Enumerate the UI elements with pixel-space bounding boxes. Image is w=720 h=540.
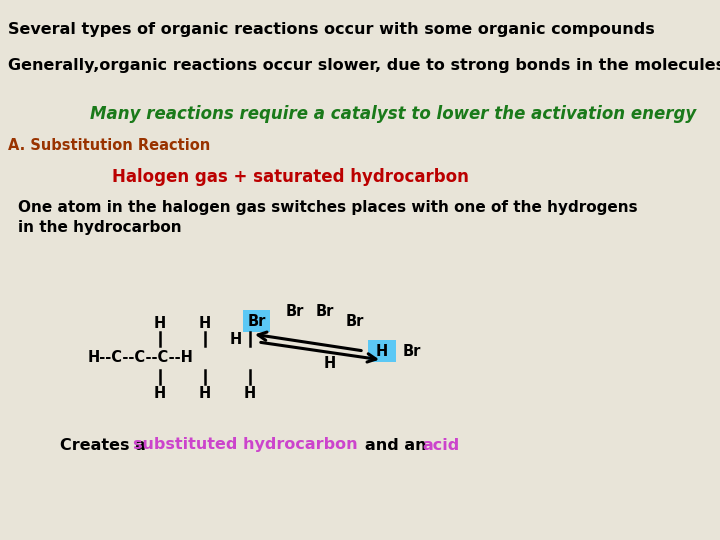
Text: Generally,organic reactions occur slower, due to strong bonds in the molecules: Generally,organic reactions occur slower… — [8, 58, 720, 73]
Text: H: H — [199, 315, 211, 330]
Text: H: H — [154, 315, 166, 330]
Text: Br: Br — [316, 303, 334, 319]
Text: in the hydrocarbon: in the hydrocarbon — [18, 220, 181, 235]
Text: acid: acid — [422, 437, 459, 453]
Bar — [368, 340, 396, 362]
Text: H: H — [230, 333, 242, 348]
Text: H: H — [244, 386, 256, 401]
Text: Creates a: Creates a — [60, 437, 151, 453]
Text: H: H — [199, 386, 211, 401]
Bar — [243, 310, 270, 332]
Text: Many reactions require a catalyst to lower the activation energy: Many reactions require a catalyst to low… — [90, 105, 696, 123]
Text: One atom in the halogen gas switches places with one of the hydrogens: One atom in the halogen gas switches pla… — [18, 200, 638, 215]
Text: Br: Br — [346, 314, 364, 329]
Text: H--C--C--C--H: H--C--C--C--H — [88, 350, 194, 366]
Text: Br: Br — [402, 343, 421, 359]
Text: H: H — [376, 343, 388, 359]
Text: A. Substitution Reaction: A. Substitution Reaction — [8, 138, 210, 153]
Text: H: H — [324, 355, 336, 370]
Text: and an: and an — [365, 437, 427, 453]
Text: Several types of organic reactions occur with some organic compounds: Several types of organic reactions occur… — [8, 22, 654, 37]
Text: Br: Br — [286, 303, 304, 319]
Text: Halogen gas + saturated hydrocarbon: Halogen gas + saturated hydrocarbon — [112, 168, 469, 186]
Text: Br: Br — [247, 314, 266, 328]
Text: H: H — [154, 386, 166, 401]
Text: substituted hydrocarbon: substituted hydrocarbon — [133, 437, 358, 453]
